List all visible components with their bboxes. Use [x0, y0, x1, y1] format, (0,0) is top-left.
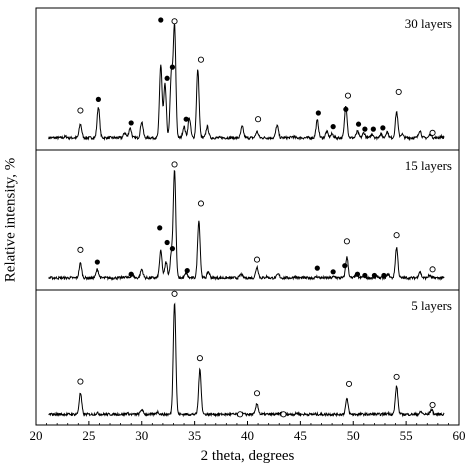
x-tick-label: 45: [294, 428, 307, 443]
open-circle-marker: [393, 232, 400, 239]
open-circle-marker: [171, 290, 178, 297]
plot-border: [35, 7, 460, 426]
filled-circle-marker: [381, 272, 387, 279]
filled-circle-marker: [330, 124, 336, 130]
filled-circle-marker: [169, 246, 176, 252]
filled-circle-marker: [343, 106, 349, 112]
open-circle-marker: [171, 18, 178, 25]
x-tick-label: 25: [82, 428, 95, 443]
filled-circle-marker: [342, 263, 348, 269]
open-circle-marker: [237, 411, 244, 418]
filled-circle-marker: [184, 267, 190, 274]
filled-circle-marker: [164, 239, 170, 246]
spectra-layer: [48, 23, 445, 418]
open-circle-marker: [429, 266, 436, 273]
filled-circle-marker: [183, 116, 189, 122]
x-tick-label: 35: [188, 428, 201, 443]
open-circle-marker: [171, 161, 178, 168]
filled-circle-marker: [128, 271, 134, 277]
filled-circle-marker: [95, 96, 101, 102]
x-tick-label: 50: [347, 428, 360, 443]
filled-circle-marker: [370, 126, 376, 132]
panel-label-1: 30 layers: [405, 16, 452, 31]
open-circle-marker: [253, 390, 261, 397]
panel-label-3: 5 layers: [411, 298, 452, 313]
open-circle-marker: [343, 238, 350, 245]
filled-circle-marker: [371, 272, 377, 279]
x-tick-label: 30: [135, 428, 148, 443]
x-tick-label: 60: [453, 428, 466, 443]
x-tick-label: 40: [241, 428, 254, 443]
open-circle-marker: [393, 373, 400, 380]
plot-frame: [35, 7, 460, 426]
open-circle-marker: [77, 378, 84, 385]
filled-circle-marker: [94, 259, 100, 265]
filled-circle-marker: [128, 120, 134, 126]
y-axis-label: Relative intensity, %: [2, 157, 19, 283]
open-circle-marker: [77, 246, 84, 253]
filled-circle-marker: [354, 271, 361, 277]
open-circle-marker: [395, 88, 402, 95]
filled-circle-marker: [158, 17, 164, 23]
open-circle-marker: [345, 380, 353, 387]
x-tick-label: 20: [30, 428, 43, 443]
x-axis-label: 2 theta, degrees: [200, 448, 295, 464]
open-circle-marker: [429, 129, 436, 136]
open-circle-marker: [280, 411, 287, 418]
open-circle-marker: [196, 355, 203, 362]
open-circle-marker: [197, 200, 205, 207]
x-axis-ticks: 20 25 30 35 40 45 50 55 60: [30, 421, 466, 443]
filled-circle-marker: [157, 225, 163, 231]
spectrum-line-3: [48, 302, 445, 418]
open-circle-marker: [77, 107, 84, 114]
filled-circle-marker: [330, 269, 336, 275]
open-circle-marker: [255, 116, 262, 123]
open-circle-marker: [429, 401, 436, 409]
filled-circle-marker: [362, 126, 368, 132]
y-axis-label-box: Relative intensity, %: [1, 130, 21, 310]
open-circle-marker: [197, 56, 205, 63]
markers-layer: [77, 17, 436, 418]
filled-circle-marker: [315, 110, 321, 116]
filled-circle-marker: [362, 272, 368, 279]
filled-circle-marker: [169, 64, 176, 70]
panel-labels-layer: 30 layers 15 layers 5 layers: [405, 16, 452, 313]
filled-circle-marker: [164, 75, 170, 81]
x-tick-label: 55: [400, 428, 413, 443]
filled-circle-marker: [355, 121, 362, 127]
panel-label-2: 15 layers: [405, 158, 452, 173]
filled-circle-marker: [314, 265, 320, 271]
open-circle-marker: [253, 256, 261, 263]
spectrum-line-2: [48, 169, 445, 281]
spectrum-line-1: [48, 23, 445, 142]
filled-circle-marker: [380, 125, 386, 131]
open-circle-marker: [344, 92, 352, 99]
